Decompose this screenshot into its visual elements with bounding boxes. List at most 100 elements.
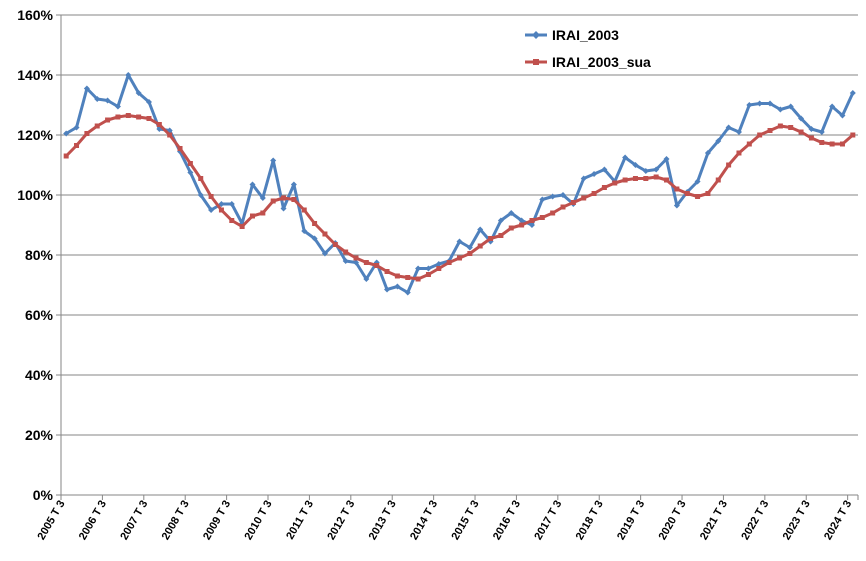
x-tick-label: 2015 T 3 — [450, 499, 482, 543]
data-point — [560, 192, 567, 198]
data-point — [673, 202, 680, 209]
data-point — [415, 265, 422, 272]
y-tick-label: 80% — [25, 247, 54, 263]
data-point — [580, 175, 587, 182]
data-point — [767, 100, 774, 107]
y-tick-label: 20% — [25, 427, 54, 443]
data-point — [550, 210, 556, 216]
data-point — [352, 259, 359, 266]
legend-label: IRAI_2003_sua — [552, 54, 651, 70]
data-point — [849, 90, 856, 96]
data-point — [425, 272, 431, 277]
data-point — [104, 97, 111, 104]
data-point — [363, 260, 369, 265]
data-point — [239, 224, 245, 229]
data-point — [146, 116, 152, 121]
data-point — [156, 122, 162, 127]
data-point — [591, 191, 597, 196]
data-point — [736, 150, 742, 156]
y-tick-label: 160% — [17, 7, 53, 23]
y-tick-label: 120% — [17, 127, 53, 143]
x-tick-label: 2016 T 3 — [491, 499, 523, 543]
data-point — [632, 176, 638, 181]
data-point — [436, 266, 442, 271]
legend-label: IRAI_2003 — [552, 27, 619, 43]
y-tick-label: 60% — [25, 307, 54, 323]
data-point — [457, 255, 462, 261]
data-point — [746, 141, 752, 147]
x-tick-label: 2022 T 3 — [739, 499, 771, 543]
data-point — [208, 207, 215, 213]
data-point — [63, 153, 69, 159]
data-point — [529, 218, 535, 223]
data-point — [425, 265, 432, 272]
data-point — [808, 135, 814, 141]
data-point — [353, 255, 359, 261]
data-point — [94, 123, 100, 129]
data-point — [177, 146, 183, 151]
data-point — [312, 221, 318, 226]
data-point — [94, 96, 101, 102]
data-point — [839, 141, 845, 147]
data-point — [684, 191, 690, 196]
data-point — [280, 205, 287, 212]
data-point — [301, 207, 307, 213]
data-point — [84, 131, 90, 136]
data-point — [601, 185, 607, 190]
data-point — [642, 168, 649, 174]
data-point — [281, 195, 287, 201]
data-point — [466, 244, 473, 251]
data-point — [497, 217, 504, 224]
data-point — [788, 125, 794, 130]
x-tick-label: 2005 T 3 — [35, 499, 67, 543]
data-point — [135, 90, 142, 96]
data-point — [394, 273, 400, 279]
data-point — [197, 192, 204, 198]
data-point — [581, 195, 587, 201]
data-point — [415, 276, 421, 282]
data-point — [705, 191, 711, 196]
data-point — [715, 177, 721, 183]
data-point — [332, 242, 338, 247]
data-point — [125, 72, 132, 78]
data-point — [539, 196, 546, 203]
data-point — [187, 169, 194, 176]
data-point — [756, 100, 763, 107]
data-point — [839, 112, 846, 119]
data-point — [622, 154, 629, 161]
data-point — [653, 174, 659, 180]
data-point — [260, 210, 266, 216]
data-point — [560, 204, 566, 210]
data-point — [498, 233, 504, 238]
data-point — [290, 181, 297, 188]
data-point — [394, 283, 401, 290]
data-point — [539, 215, 545, 220]
data-point — [456, 238, 463, 245]
data-point — [145, 99, 152, 105]
data-point — [622, 177, 628, 183]
data-point — [311, 235, 318, 242]
legend-marker — [533, 59, 539, 65]
data-point — [850, 132, 856, 138]
data-point — [725, 124, 732, 131]
x-tick-label: 2009 T 3 — [201, 499, 233, 543]
data-point — [674, 186, 680, 192]
x-tick-label: 2018 T 3 — [574, 499, 606, 543]
data-point — [694, 178, 701, 185]
data-point — [115, 114, 121, 120]
data-point — [508, 225, 514, 231]
data-point — [63, 130, 70, 137]
data-point — [270, 198, 276, 204]
data-point — [519, 222, 525, 228]
data-point — [229, 218, 235, 223]
data-point — [249, 181, 256, 188]
data-point — [643, 176, 649, 181]
x-tick-label: 2007 T 3 — [118, 499, 150, 543]
x-tick-label: 2012 T 3 — [325, 499, 357, 543]
data-point — [125, 113, 131, 118]
data-point — [435, 261, 442, 267]
data-point — [518, 217, 525, 224]
x-tick-label: 2013 T 3 — [367, 499, 399, 543]
data-point — [343, 249, 349, 255]
